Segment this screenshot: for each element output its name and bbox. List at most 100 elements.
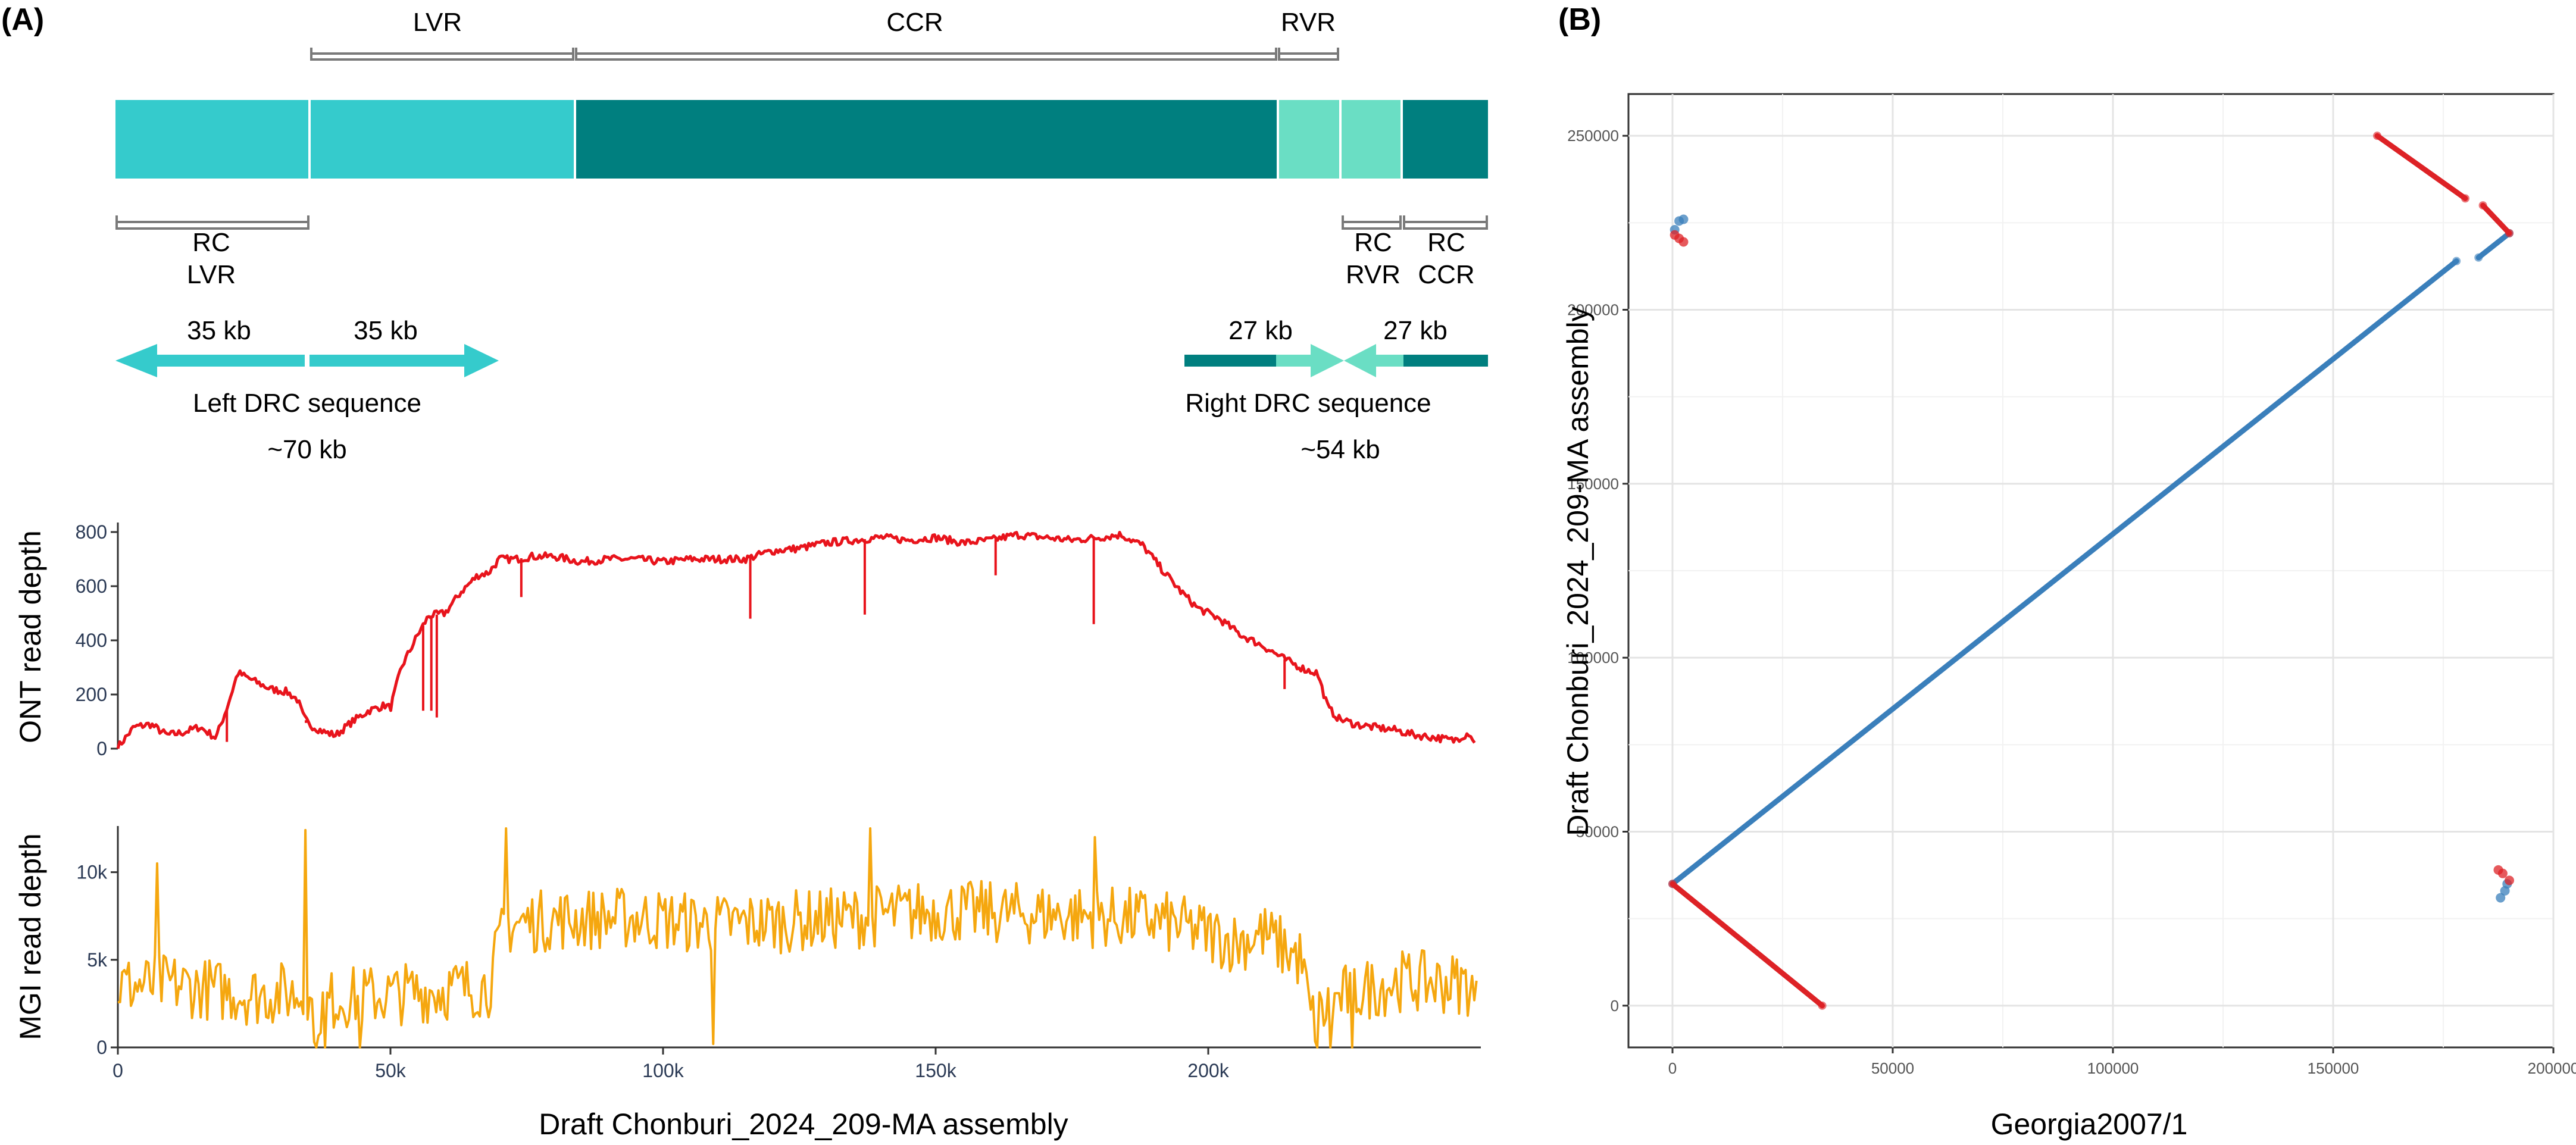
panel-label-b: (B) [1558,2,1601,37]
left-drc-total: ~70 kb [267,435,346,464]
right-drc-arrow-a-head [1276,344,1344,377]
dot-x-tick-label: 200000 [2528,1059,2576,1077]
ont-y-tick-label: 800 [76,521,107,543]
dot-y-tick-label: 0 [1611,997,1619,1015]
right-drc-arrow-b-head [1344,344,1403,377]
right-drc-arrow-b-core [1403,355,1488,367]
label-rc-rvr-1: RC [1354,228,1392,257]
left-drc-size-b: 35 kb [354,316,418,345]
dot-segment-reverse [1670,881,1825,1009]
dot-point-reverse [2478,201,2487,210]
mgi-read-depth-chart: 0 5k 10k 0 50k 100k 150k 200k MGI read depth D… [14,826,1481,1141]
ont-read-depth-chart: 0 200 400 600 800 ONT read depth [14,521,1476,759]
ont-y-tick-label: 400 [76,630,107,651]
mgi-x-tick-label: 50k [375,1060,407,1081]
mgi-x-tick-label: 100k [642,1060,684,1081]
panel-a-x-label: Draft Chonburi_2024_209-MA assembly [539,1108,1068,1141]
mgi-y-tick-label: 10k [76,862,108,883]
left-drc: 35 kb 35 kb Left DRC sequence ~70 kb [115,316,499,464]
dot-segment-reverse [2480,202,2512,236]
label-ccr: CCR [886,8,943,37]
segment-rvr [1279,100,1339,179]
dot-point-forward [1678,214,1689,224]
dot-point-reverse [1668,880,1677,889]
left-drc-arrow-left [115,344,305,377]
left-drc-name: Left DRC sequence [193,389,421,418]
dot-plot-y-label: Draft Chonburi_2024_209-MA assembly [1561,306,1595,836]
ont-y-label: ONT read depth [14,530,47,743]
dot-y-tick-label: 100000 [1567,649,1619,667]
mgi-y-tick-label: 5k [87,949,108,971]
dot-y-tick-label: 150000 [1567,475,1619,493]
dot-plot-x-label: Georgia2007/1 [1991,1108,2188,1141]
dot-point-reverse [2373,132,2381,140]
label-lvr: LVR [413,8,462,37]
right-drc-arrow-a-core [1184,355,1276,367]
ont-dips [226,538,1286,742]
ont-y-tick-label: 0 [96,738,107,759]
dot-x-tick-label: 0 [1668,1059,1677,1077]
right-drc: 27 kb 27 kb Right DRC sequence ~54 kb [1184,316,1488,464]
dot-x-tick-label: 150000 [2308,1059,2359,1077]
mgi-depth-line [117,827,1478,1049]
segment-lvr [311,100,574,179]
dot-y-tick-label: 250000 [1567,127,1619,145]
bracket-rc-lvr [115,215,310,230]
dot-point-reverse [2497,868,2508,878]
segment-ccr [576,100,1277,179]
dot-point-reverse [2505,229,2514,237]
dot-plot-grid [1628,94,2555,1047]
label-rc-lvr-1: RC [192,228,230,257]
segment-rc-rvr [1342,100,1400,179]
bracket-lvr [310,48,574,61]
mgi-x-tick-label: 150k [915,1060,956,1081]
label-rc-lvr-2: LVR [187,260,236,289]
bracket-rc-rvr [1342,215,1402,230]
region-map: LVR CCR RVR RC LVR RC RVR RC CCR [115,8,1488,289]
segment-rc-ccr [1403,100,1488,179]
dot-segment-reverse [2374,133,2468,201]
ont-y-ticks: 0 200 400 600 800 [76,521,118,759]
dot-plot-series [1668,132,2514,1010]
ont-y-tick-label: 600 [76,575,107,597]
label-rc-rvr-2: RVR [1346,260,1400,289]
right-drc-size-b: 27 kb [1383,316,1448,345]
left-drc-size-a: 35 kb [187,316,251,345]
dot-y-tick-label: 50000 [1576,823,1619,841]
dot-x-tick-label: 50000 [1871,1059,1914,1077]
segment-rc-lvr [115,100,308,179]
dot-point-reverse [2461,194,2469,203]
label-rc-ccr-1: RC [1427,228,1465,257]
left-drc-arrow-right [310,344,499,377]
right-drc-size-a: 27 kb [1228,316,1293,345]
mgi-y-label: MGI read depth [14,833,47,1040]
label-rvr: RVR [1281,8,1336,37]
dot-segment-forward [1670,258,2459,887]
dot-segment-forward [2475,230,2512,261]
bracket-ccr [575,48,1277,61]
ont-y-tick-label: 200 [76,684,107,705]
dot-point-forward [2496,893,2506,903]
right-drc-total: ~54 kb [1300,435,1380,464]
bracket-rvr [1278,48,1339,61]
dot-point-forward [2452,256,2461,265]
dot-plot-ticks: 0 50000 100000 150000 200000 0 50000 100000 1500… [1567,127,2576,1077]
dot-point-reverse [1678,237,1689,247]
mgi-x-ticks: 0 50k 100k 150k 200k [112,1047,1230,1081]
mgi-x-tick-label: 0 [112,1060,123,1081]
dot-point-reverse [2505,875,2514,886]
dot-point-reverse [1818,1001,1827,1010]
right-drc-name: Right DRC sequence [1185,389,1431,418]
dot-x-tick-label: 100000 [2087,1059,2139,1077]
dot-y-tick-label: 200000 [1567,301,1619,318]
dot-point-forward [2474,253,2483,262]
bracket-rc-ccr [1403,215,1488,230]
ont-depth-line [116,531,1476,749]
panel-label-a: (A) [1,2,44,37]
label-rc-ccr-2: CCR [1418,260,1474,289]
mgi-y-ticks: 0 5k 10k [76,862,118,1058]
mgi-x-tick-label: 200k [1187,1060,1229,1081]
mgi-y-tick-label: 0 [96,1037,107,1058]
dot-plot: 0 50000 100000 150000 200000 0 50000 100000 1500… [1561,93,2576,1141]
